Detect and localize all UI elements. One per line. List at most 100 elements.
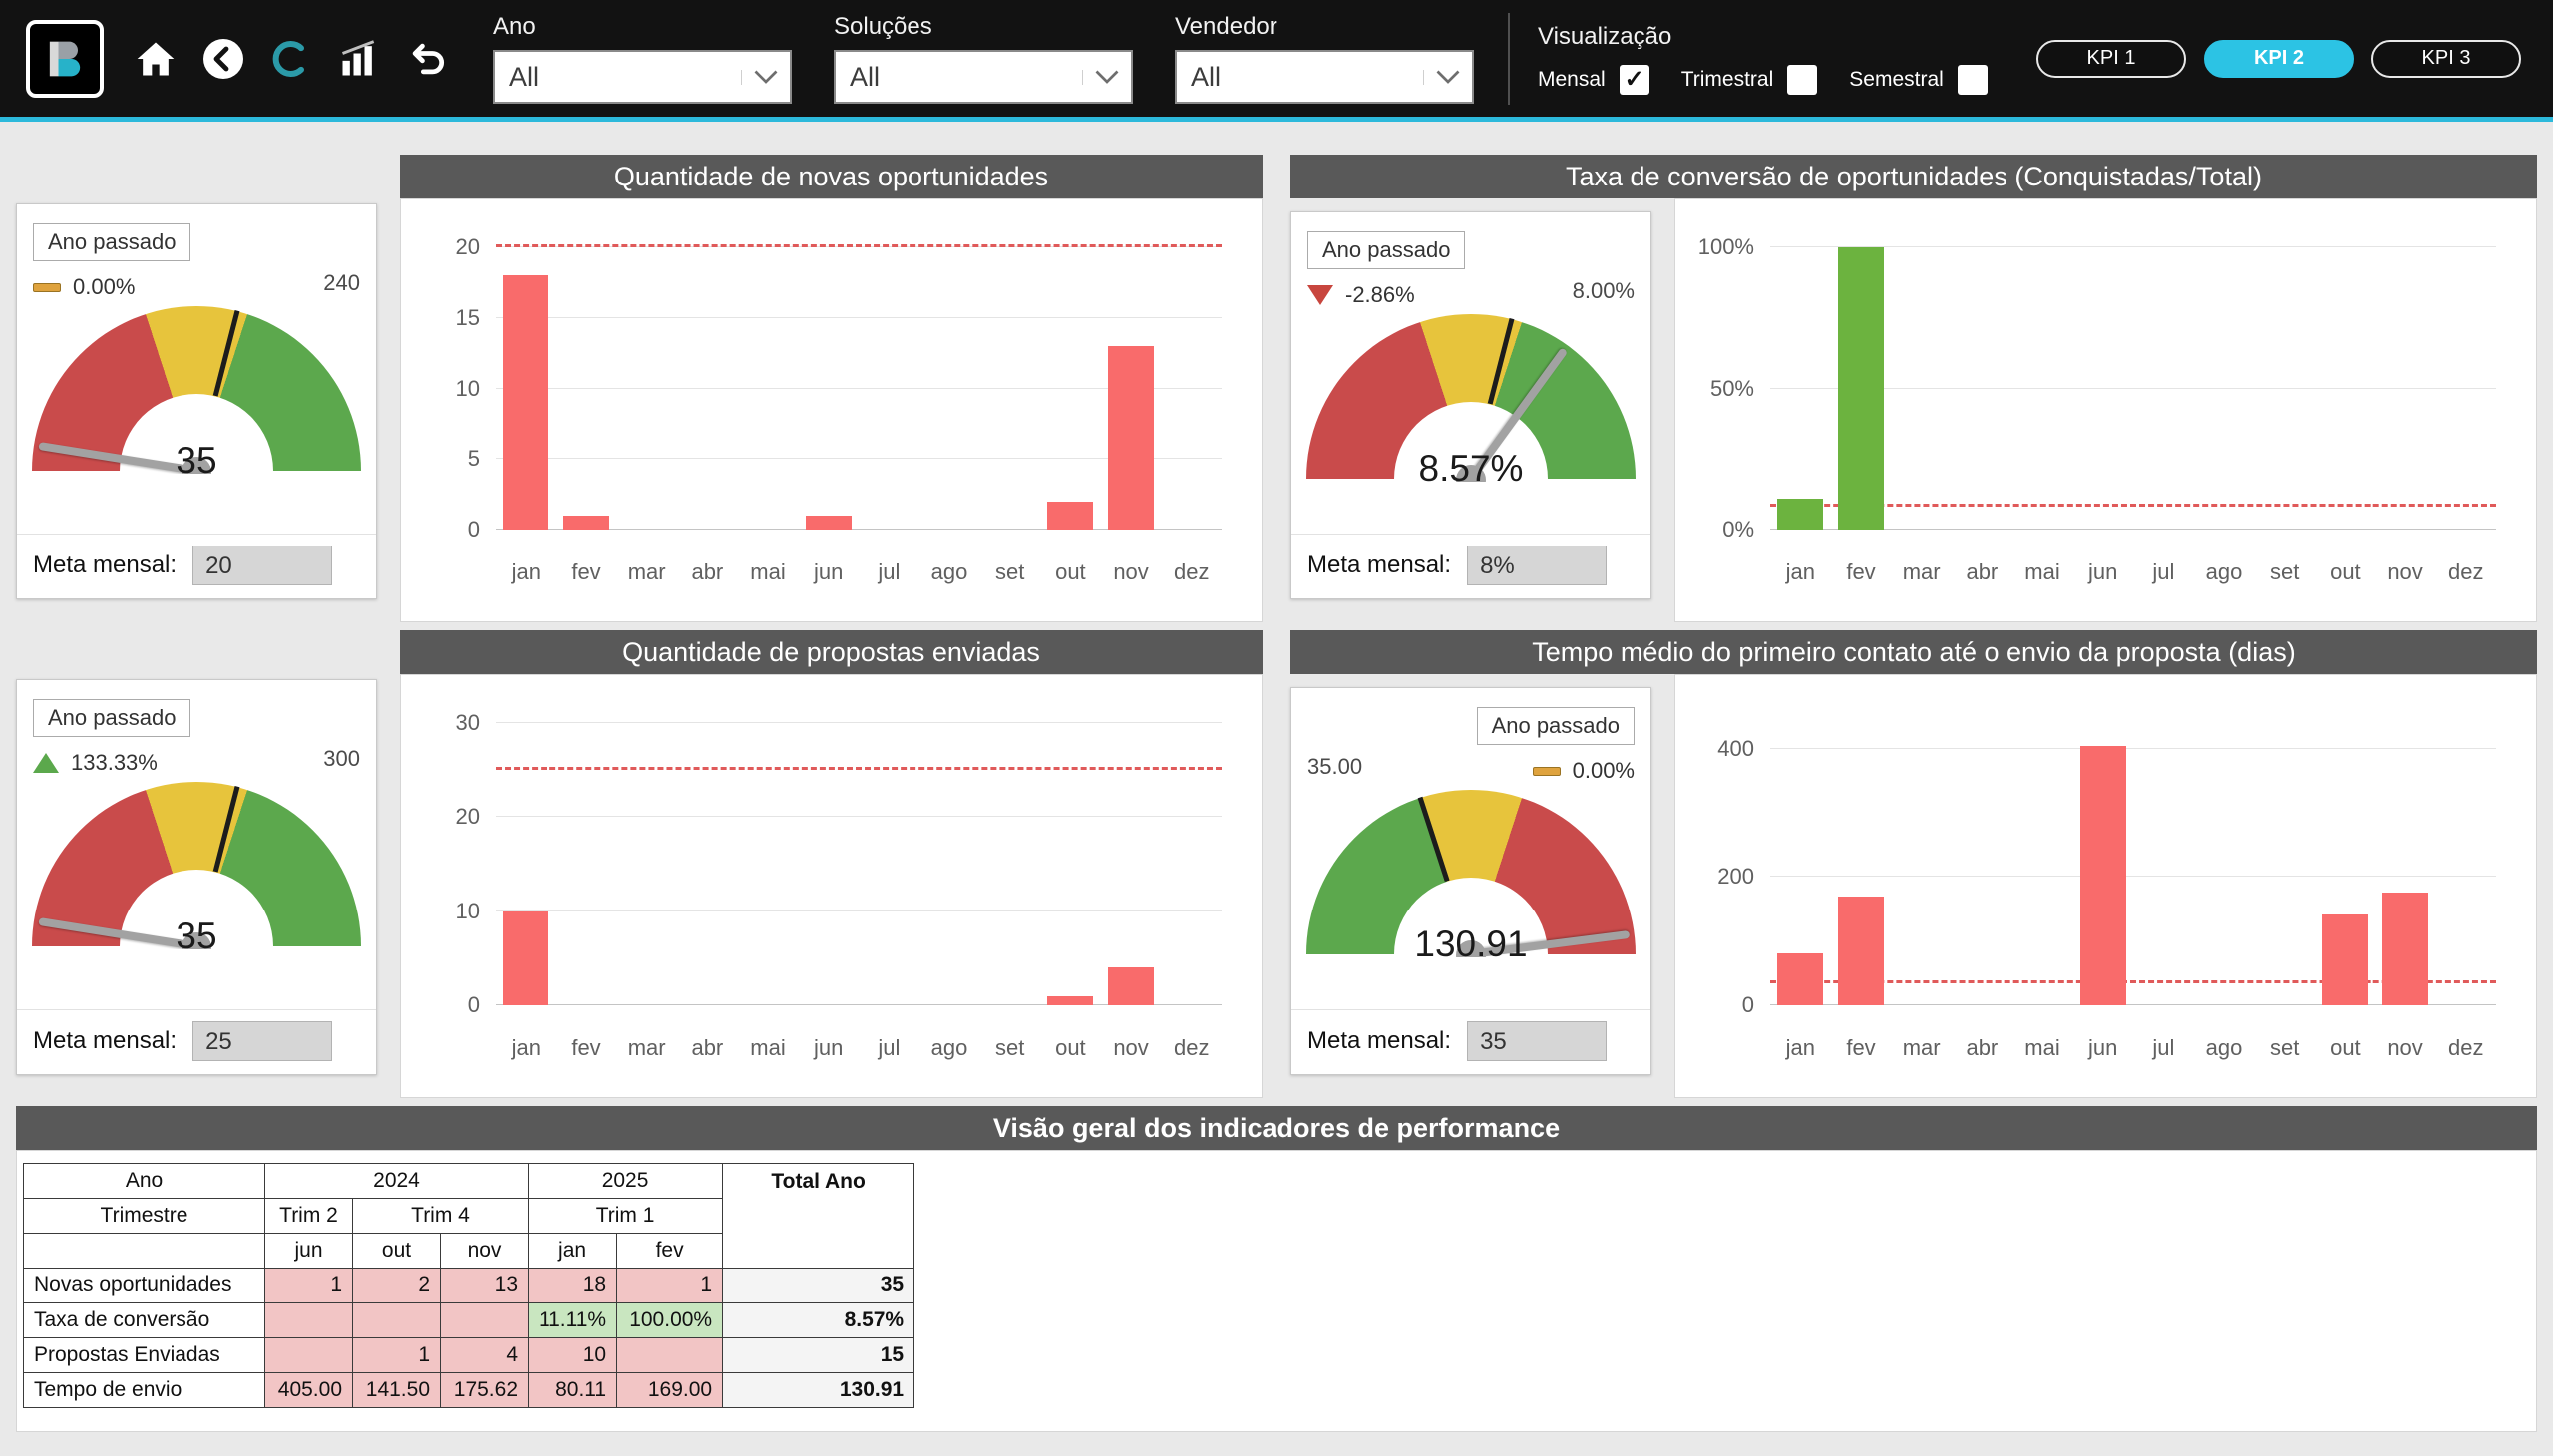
meta-input[interactable]: 35 [1467,1021,1608,1061]
bar-jun[interactable] [805,515,852,530]
value-cell [440,1302,529,1338]
y-tick-label: 10 [455,375,480,401]
chevron-down-icon [1423,69,1460,85]
checkbox-mensal[interactable] [1619,64,1649,95]
bar-fev[interactable] [1837,247,1884,530]
meta-input[interactable]: 8% [1467,546,1608,585]
x-axis-labels: jan fev mar abr mai jun jul ago set out nov dez [1770,559,2496,585]
gauge-hub [1456,940,1486,957]
ano-dropdown[interactable]: All [493,50,792,104]
gridline [1770,387,2496,389]
x-tick-label: abr [1966,559,1999,584]
checkbox-trimestral[interactable] [1787,64,1818,95]
y-tick-label: 5 [467,446,480,472]
bar-jan[interactable] [1777,498,1824,530]
y-tick-label: 400 [1717,735,1754,761]
y-tick-label: 200 [1717,864,1754,890]
panel-taxa-conversao: Taxa de conversão de oportunidades (Conq… [1290,155,2537,622]
header-trim: Trim 4 [352,1198,529,1234]
value-cell: 1 [264,1268,353,1303]
x-tick-label: ago [930,559,968,584]
header-year: 2025 [527,1163,724,1199]
x-tick-label: jun [2088,559,2118,584]
last-year-label: Ano passado [1307,231,1466,269]
bar-slot [1831,247,1892,530]
summary-table-body: Ano 2024 2025 Total Ano Trimestre Trim 2 Trim … [16,1150,2537,1432]
bar-nov[interactable] [1107,346,1154,530]
x-tick-label: out [1055,559,1086,584]
option-trimestral-label: Trimestral [1680,67,1774,91]
value-cell: 13 [440,1268,529,1303]
x-tick-label: abr [691,1035,724,1060]
vendedor-dropdown[interactable]: All [1175,50,1474,104]
solucoes-dropdown-value: All [850,61,881,92]
bar-chart-icon[interactable] [335,35,383,83]
filter-vendedor-label: Vendedor [1175,13,1277,40]
vendedor-dropdown-value: All [1191,61,1222,92]
bar-jan[interactable] [503,275,549,530]
total-cell: 35 [722,1268,915,1303]
bar-slot [859,723,919,1005]
bar-slot [2315,723,2375,1005]
y-tick-label: 100% [1697,234,1754,259]
kpi-3-button[interactable]: KPI 3 [2371,39,2521,78]
header-trimestre: Trimestre [23,1198,265,1234]
bar-jan[interactable] [1777,953,1824,1005]
option-mensal[interactable]: Mensal [1538,64,1649,95]
x-tick-label: dez [2447,1035,2484,1060]
meta-input[interactable]: 25 [192,1021,333,1061]
bar-nov[interactable] [1107,967,1154,1005]
y-tick-label: 20 [455,234,480,259]
bar-slot [2435,723,2496,1005]
value-cell: 4 [440,1337,529,1373]
bar-fev[interactable] [562,515,609,530]
checkbox-semestral[interactable] [1957,64,1988,95]
bar-slot [2254,723,2315,1005]
bar-chart-propostas-enviadas: 0 10 20 30 jan fev mar abr mai jun jul ago set out nov… [400,674,1263,1098]
kpi-1-button[interactable]: KPI 1 [2036,39,2186,78]
bar-slot [2375,723,2436,1005]
logo-b-icon [49,41,81,76]
gauge-arc-icon[interactable] [267,35,315,83]
home-icon[interactable] [132,35,180,83]
x-tick-label: nov [2387,1035,2423,1060]
last-year-label: Ano passado [33,699,191,737]
x-tick-label: mar [627,1035,666,1060]
x-tick-label: jan [511,1035,542,1060]
bar-jun[interactable] [2079,745,2126,1005]
option-trimestral[interactable]: Trimestral [1680,64,1818,95]
x-tick-label: out [2330,559,2361,584]
kpi-2-button[interactable]: KPI 2 [2204,39,2354,78]
bar-fev[interactable] [1837,897,1884,1005]
y-tick-label: 30 [455,710,480,735]
gridline [496,816,1222,818]
option-semestral[interactable]: Semestral [1849,64,1988,95]
performance-table: Ano 2024 2025 Total Ano Trimestre Trim 2 Trim … [23,1163,915,1408]
bar-nov[interactable] [2381,893,2428,1005]
header-empty [23,1233,265,1269]
bar-slot [2194,723,2255,1005]
back-icon[interactable] [199,35,247,83]
panel-title: Quantidade de novas oportunidades [400,155,1263,198]
target-line [1770,504,2496,508]
bar-out[interactable] [1047,501,1094,530]
bar-out[interactable] [2322,914,2369,1005]
bar-slot [1831,723,1892,1005]
bar-slot [1952,723,2012,1005]
bar-jan[interactable] [503,910,549,1005]
row-label: Propostas Enviadas [23,1337,265,1373]
value-cell: 80.11 [527,1372,618,1408]
solucoes-dropdown[interactable]: All [834,50,1133,104]
bar-slot [2133,247,2194,530]
bar-slot [1770,247,1831,530]
x-axis-labels: jan fev mar abr mai jun jul ago set out nov dez [1770,1035,2496,1061]
row-label: Tempo de envio [23,1372,265,1408]
filter-ano: Ano All [493,13,792,104]
undo-icon[interactable] [403,35,451,83]
bar-slot [1040,247,1101,530]
meta-input[interactable]: 20 [192,546,333,585]
plot-area: 0% 50% 100% [1698,234,2496,542]
bar-out[interactable] [1047,995,1094,1005]
filter-solucoes-label: Soluções [834,13,932,40]
meta-label: Meta mensal: [1307,1027,1452,1054]
